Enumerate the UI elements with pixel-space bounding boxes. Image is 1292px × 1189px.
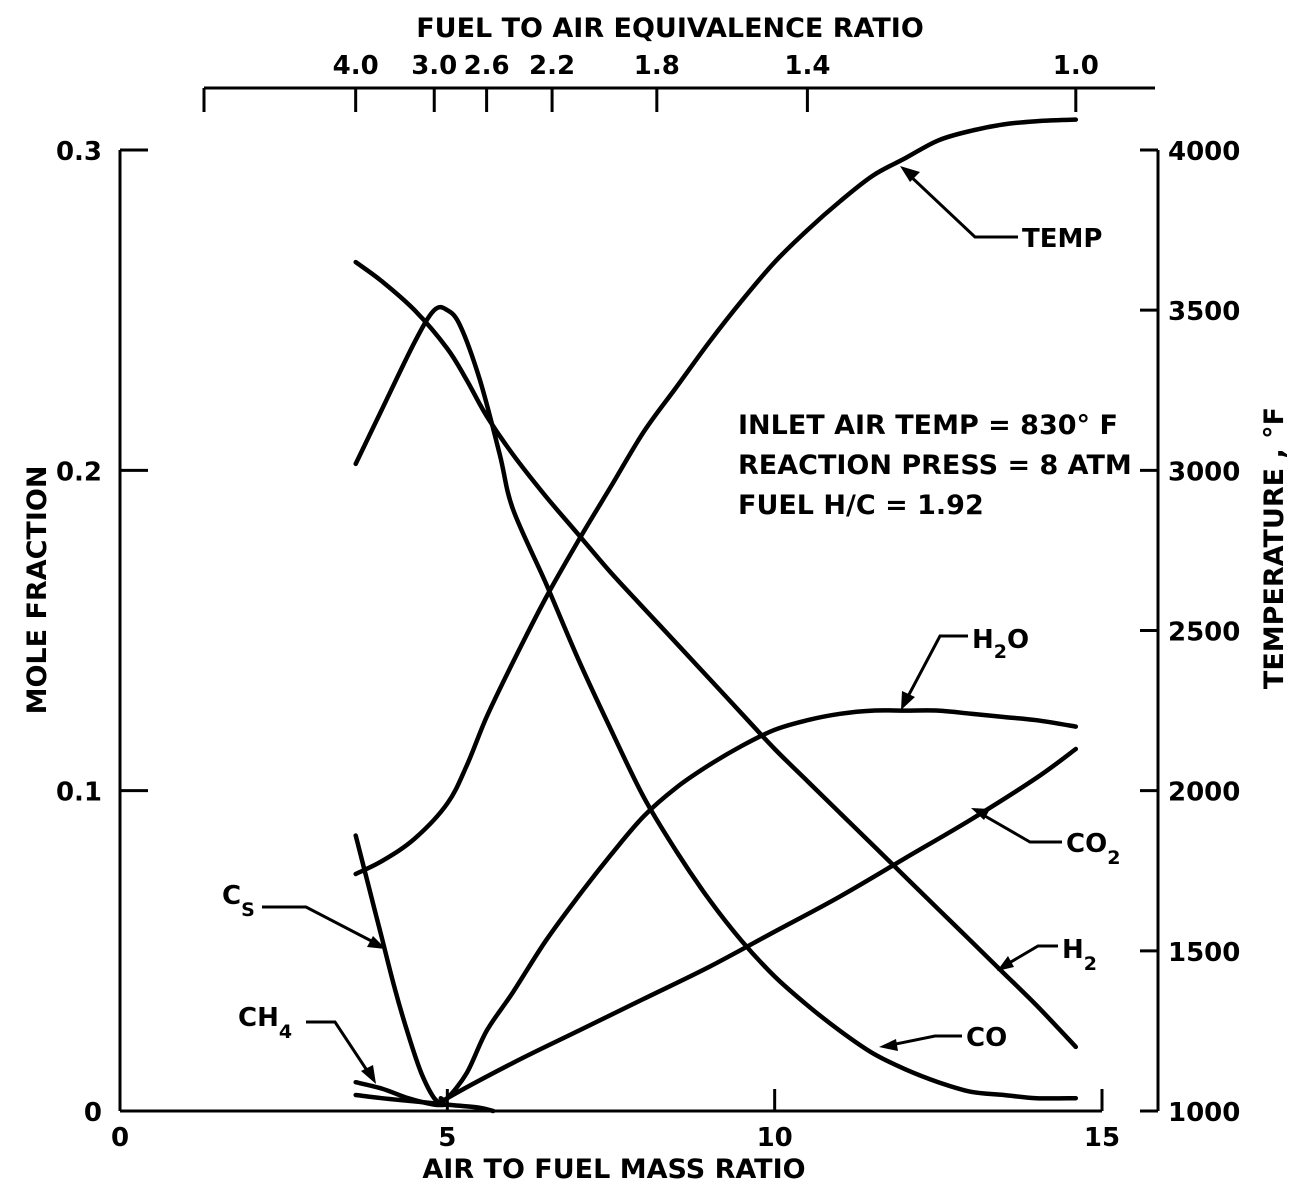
top-tick-label-3-0: 3.0 <box>411 51 457 81</box>
x-tick-label-15: 15 <box>1084 1123 1120 1153</box>
top-tick-label-1-8: 1.8 <box>634 51 680 81</box>
y2-tick-label-1000: 1000 <box>1168 1098 1240 1128</box>
ticks: 0 5 10 15 0 0.1 0.2 0.3 1000 1500 2000 2500 3000 3500… <box>56 51 1240 1153</box>
co2-label: CO2 <box>1066 829 1120 869</box>
co2-leader <box>977 810 1062 844</box>
y2-axis-title: TEMPERATURE , °F <box>1259 407 1290 689</box>
h2o-leader <box>902 634 968 705</box>
h2-label-sub: 2 <box>1084 953 1097 975</box>
y2-tick-label-3500: 3500 <box>1168 297 1240 327</box>
h2o-label: H2O <box>972 625 1029 663</box>
ch4-leader <box>306 1020 374 1079</box>
ch4-label-base: CH <box>238 1003 279 1033</box>
x-tick-label-10: 10 <box>757 1123 793 1153</box>
h2-arrowhead <box>997 956 1014 971</box>
cs-label: CS <box>222 881 255 921</box>
top-tick-label-1-4: 1.4 <box>784 51 830 81</box>
x-tick-label-5: 5 <box>438 1123 456 1153</box>
y-tick-label-0-1: 0.1 <box>56 778 102 808</box>
temp-leader <box>904 170 1018 239</box>
co-label-group: CO <box>879 1023 1007 1053</box>
y-tick-label-0-3: 0.3 <box>56 137 102 167</box>
ch4-label-group: CH4 <box>238 1003 376 1084</box>
y2-tick-label-2500: 2500 <box>1168 618 1240 648</box>
y-tick-label-0-2: 0.2 <box>56 457 102 487</box>
series-co2-line <box>437 746 1079 1107</box>
h2o-label-sub: 2 <box>994 641 1007 663</box>
y-tick-label-0: 0 <box>84 1098 102 1128</box>
note-line-1: INLET AIR TEMP = 830° F <box>738 410 1118 441</box>
co-label: CO <box>966 1023 1007 1053</box>
temp-label-group: TEMP <box>900 166 1102 254</box>
series-unlabeled-7-line <box>353 1092 496 1114</box>
temp-label: TEMP <box>1022 224 1102 254</box>
co2-label-group: CO2 <box>971 808 1120 869</box>
h2-label-base: H <box>1062 935 1084 965</box>
series-co-line <box>353 304 1079 1101</box>
cs-leader <box>262 905 382 948</box>
x-axis-title: AIR TO FUEL MASS RATIO <box>422 1154 805 1185</box>
co2-arrowhead <box>971 808 990 820</box>
top-tick-label-2-2: 2.2 <box>529 51 575 81</box>
co-arrowhead <box>879 1039 898 1051</box>
cs-label-group: CS <box>222 881 386 949</box>
x-tick-label-0: 0 <box>111 1123 129 1153</box>
y-axis-title: MOLE FRACTION <box>22 466 53 715</box>
ch4-label-sub: 4 <box>279 1021 292 1043</box>
note-line-3: FUEL H/C = 1.92 <box>738 490 984 521</box>
top-axis-title: FUEL TO AIR EQUIVALENCE RATIO <box>416 13 924 44</box>
temp-arrowhead <box>900 166 920 182</box>
co2-label-sub: 2 <box>1107 847 1120 869</box>
note-line-2: REACTION PRESS = 8 ATM <box>738 450 1132 481</box>
co-leader <box>885 1034 962 1048</box>
y2-tick-label-1500: 1500 <box>1168 938 1240 968</box>
top-tick-label-1-0: 1.0 <box>1053 51 1099 81</box>
top-tick-label-4-0: 4.0 <box>333 51 379 81</box>
cs-label-sub: S <box>241 899 255 921</box>
h2o-label-tail: O <box>1007 625 1029 655</box>
cs-arrowhead <box>367 936 386 949</box>
series-h2-line <box>353 259 1079 1050</box>
curves <box>353 117 1079 1114</box>
y2-tick-label-3000: 3000 <box>1168 457 1240 487</box>
ch4-label: CH4 <box>238 1003 292 1043</box>
h2o-arrowhead <box>901 691 915 710</box>
h2-leader <box>1003 944 1058 968</box>
h2-label-group: H2 <box>997 935 1097 975</box>
ch4-arrowhead <box>361 1065 376 1084</box>
series-cs-line <box>353 833 447 1107</box>
co2-label-base: CO <box>1066 829 1107 859</box>
h2o-label-base: H <box>972 625 994 655</box>
y2-tick-label-2000: 2000 <box>1168 778 1240 808</box>
h2o-label-group: H2O <box>901 625 1029 710</box>
h2-label: H2 <box>1062 935 1097 975</box>
y2-tick-label-4000: 4000 <box>1168 137 1240 167</box>
cs-label-base: C <box>222 881 241 911</box>
series-h2o-line <box>438 708 1079 1103</box>
series-temp-line <box>353 117 1079 877</box>
top-tick-label-2-6: 2.6 <box>464 51 510 81</box>
conditions-note: INLET AIR TEMP = 830° F REACTION PRESS =… <box>738 410 1132 521</box>
